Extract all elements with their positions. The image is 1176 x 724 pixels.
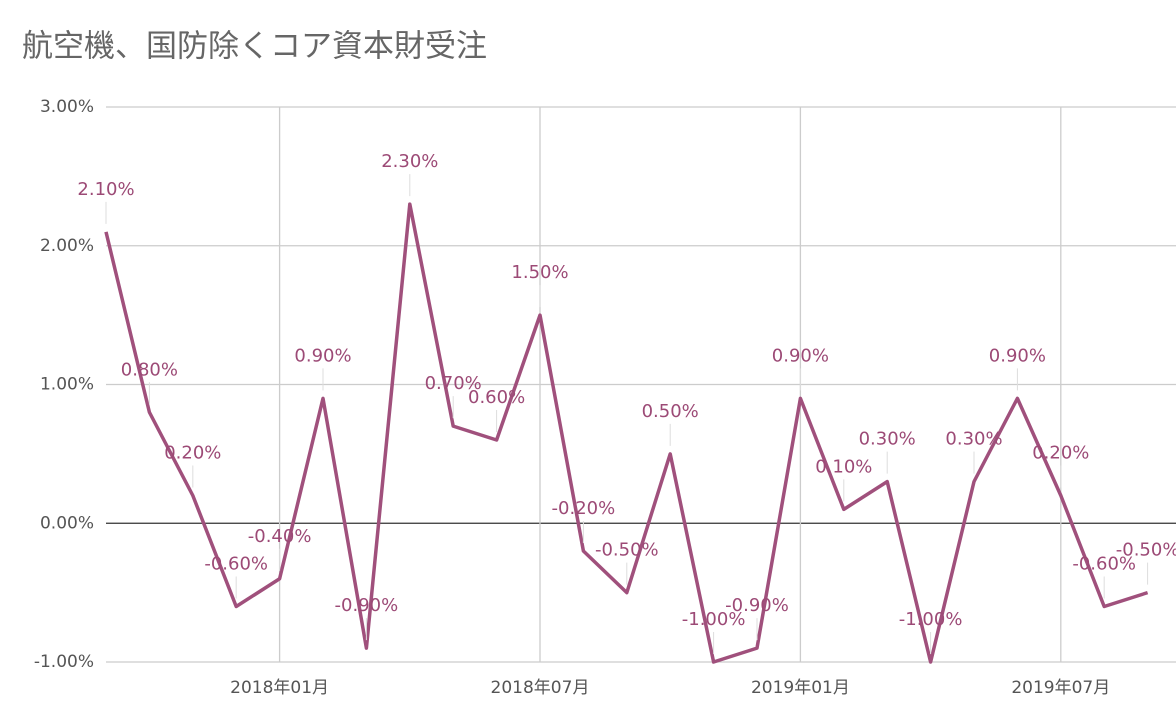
y-tick-label: 1.00%: [40, 375, 94, 395]
data-label: -0.50%: [1116, 540, 1176, 561]
chart-title: 航空機、国防除くコア資本財受注: [22, 29, 487, 65]
data-label: 0.90%: [294, 345, 351, 366]
data-label: 0.60%: [468, 387, 525, 408]
data-label: 0.70%: [425, 373, 482, 394]
line: [104, 202, 1149, 664]
data-label: 0.80%: [121, 359, 178, 380]
data-label: -1.00%: [899, 609, 963, 630]
data-label: 0.20%: [1032, 443, 1089, 464]
data-label: 0.50%: [642, 401, 699, 422]
data-label: -1.00%: [682, 609, 746, 630]
data-label: -0.90%: [725, 595, 789, 616]
data-label: -0.90%: [335, 595, 399, 616]
data-label: 0.20%: [164, 443, 221, 464]
data-label: 0.90%: [989, 345, 1046, 366]
data-label: -0.20%: [552, 498, 616, 519]
data-label: 2.30%: [381, 151, 438, 172]
data-label: -0.50%: [595, 540, 659, 561]
x-tick-label: 2018年07月: [491, 678, 590, 698]
x-tick-label: 2019年07月: [1011, 678, 1110, 698]
y-tick-label: 2.00%: [40, 236, 94, 256]
y-tick-label: 3.00%: [40, 97, 94, 117]
data-label: 0.30%: [945, 429, 1002, 450]
data-label: 1.50%: [511, 262, 568, 283]
data-label: -0.60%: [1072, 554, 1136, 575]
y-tick-label: 0.00%: [40, 513, 94, 533]
data-label: 0.90%: [772, 345, 829, 366]
x-tick-label: 2019年01月: [751, 678, 850, 698]
data-label: 0.30%: [859, 429, 916, 450]
x-tick-label: 2018年01月: [230, 678, 329, 698]
data-label: -0.40%: [248, 526, 312, 547]
data-label: 2.10%: [77, 179, 134, 200]
y-tick-label: -1.00%: [34, 652, 94, 672]
data-label: -0.60%: [204, 554, 268, 575]
data-label: 0.10%: [815, 456, 872, 477]
